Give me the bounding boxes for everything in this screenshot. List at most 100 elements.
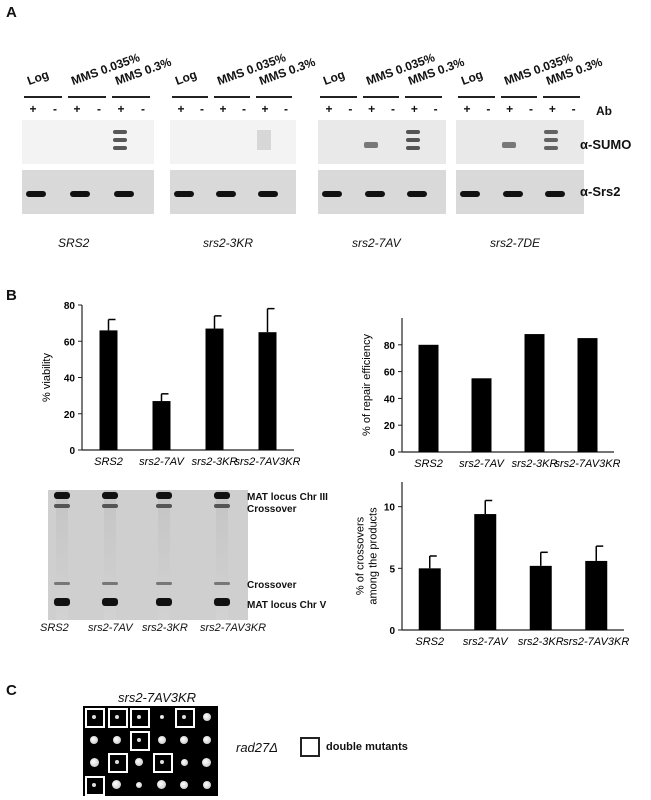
bar bbox=[471, 378, 492, 452]
y-tick-label: 60 bbox=[384, 368, 396, 379]
colony bbox=[202, 780, 211, 789]
blot-strain-label: srs2-3KR bbox=[203, 236, 254, 250]
srs2-band bbox=[364, 191, 385, 197]
condition-underline bbox=[320, 96, 357, 98]
antibody-plus: + bbox=[506, 102, 514, 116]
sumo-band bbox=[544, 130, 559, 134]
y-tick-label: 0 bbox=[389, 626, 395, 637]
double-mutant-box bbox=[107, 753, 128, 773]
sumo-band bbox=[544, 146, 559, 150]
panel-letter-c: C bbox=[6, 682, 17, 699]
y-axis-label: % viability bbox=[41, 353, 53, 402]
colony bbox=[92, 782, 96, 787]
srs2-band bbox=[26, 191, 46, 197]
gel-strain-label: srs2-7AV bbox=[88, 622, 133, 634]
sumo-band bbox=[501, 142, 516, 148]
srs2-band bbox=[545, 191, 566, 197]
antibody-plus: + bbox=[463, 102, 471, 116]
gel-band bbox=[102, 582, 118, 585]
sumo-band bbox=[406, 138, 421, 142]
bar bbox=[474, 514, 497, 630]
category-label: srs2-3KR bbox=[192, 456, 238, 468]
condition-label: Log bbox=[459, 67, 485, 88]
antibody-plus: + bbox=[29, 102, 37, 116]
gel-band bbox=[214, 582, 230, 585]
antibody-plus: + bbox=[73, 102, 81, 116]
double-mutant-box bbox=[152, 753, 173, 773]
condition-underline bbox=[362, 96, 400, 98]
y-tick-label: 10 bbox=[384, 503, 396, 514]
legend-box-icon bbox=[300, 737, 320, 757]
colony bbox=[159, 760, 164, 764]
gel-label-crossover-mid: Crossover bbox=[247, 580, 297, 591]
colony bbox=[89, 757, 99, 767]
gel-label-mat-chr5: MAT locus Chr V bbox=[247, 600, 327, 611]
srs2-band bbox=[216, 191, 236, 197]
y-tick-label: 20 bbox=[384, 421, 396, 432]
colony bbox=[137, 715, 141, 719]
gel-band bbox=[156, 504, 172, 508]
sumo-band bbox=[406, 146, 421, 150]
antibody-minus: - bbox=[284, 102, 288, 116]
condition-underline bbox=[68, 96, 106, 98]
srs2-band bbox=[460, 191, 480, 197]
condition-underline bbox=[458, 96, 495, 98]
category-label: srs2-3KR bbox=[518, 636, 564, 648]
gel-band bbox=[214, 598, 230, 606]
sumo-band bbox=[363, 142, 378, 148]
antibody-minus: - bbox=[53, 102, 57, 116]
condition-label: Log bbox=[173, 67, 199, 88]
category-label: SRS2 bbox=[415, 636, 444, 648]
y-tick-label: 80 bbox=[384, 341, 396, 352]
bar bbox=[585, 560, 608, 630]
gel-lane bbox=[56, 490, 68, 620]
double-mutant-box bbox=[130, 708, 150, 728]
antibody-plus: + bbox=[261, 102, 269, 116]
srs2-band bbox=[258, 191, 278, 197]
gel-label-crossover-top: Crossover bbox=[247, 504, 297, 515]
sumo-band bbox=[406, 130, 421, 134]
colony bbox=[90, 735, 98, 744]
colony bbox=[159, 715, 164, 719]
srs2-band bbox=[502, 191, 523, 197]
bar bbox=[524, 334, 545, 452]
antibody-sumo-label: α-SUMO bbox=[580, 137, 632, 152]
bar bbox=[418, 568, 441, 630]
panel-letter-b: B bbox=[6, 287, 17, 304]
sumo-band bbox=[544, 138, 559, 142]
category-label: srs2-7AV3KR bbox=[563, 636, 629, 648]
gel-band bbox=[214, 504, 230, 508]
antibody-plus: + bbox=[325, 102, 333, 116]
srs2-band bbox=[322, 191, 342, 197]
sumo-blot bbox=[318, 120, 446, 164]
sumo-band bbox=[257, 130, 271, 150]
sumo-blot bbox=[170, 120, 296, 164]
gel-band bbox=[156, 492, 172, 499]
colony bbox=[112, 780, 121, 789]
sumo-band bbox=[113, 146, 127, 150]
gel-band bbox=[54, 504, 70, 508]
condition-underline bbox=[500, 96, 538, 98]
colony bbox=[112, 735, 121, 744]
antibody-minus: - bbox=[529, 102, 533, 116]
blot-strain-label: SRS2 bbox=[58, 236, 90, 250]
blot-strain-label: srs2-7DE bbox=[490, 236, 541, 250]
sumo-band bbox=[113, 138, 127, 142]
blot-strain-label: srs2-7AV bbox=[352, 236, 401, 250]
antibody-plus: + bbox=[177, 102, 185, 116]
double-mutant-box bbox=[175, 708, 195, 728]
gel-strain-label: srs2-3KR bbox=[142, 622, 188, 634]
y-tick-label: 0 bbox=[69, 446, 75, 457]
colony bbox=[180, 780, 188, 789]
gel-band bbox=[54, 492, 70, 499]
gel-band bbox=[102, 492, 118, 499]
condition-underline bbox=[543, 96, 580, 98]
condition-underline bbox=[172, 96, 208, 98]
condition-label: Log bbox=[25, 67, 51, 88]
gel-strain-label: srs2-7AV3KR bbox=[200, 622, 267, 634]
colony bbox=[157, 735, 166, 744]
gel-band bbox=[54, 582, 70, 585]
colony bbox=[114, 715, 119, 719]
panel-c-strain-side: rad27Δ bbox=[236, 740, 278, 755]
srs2-band bbox=[114, 191, 134, 197]
